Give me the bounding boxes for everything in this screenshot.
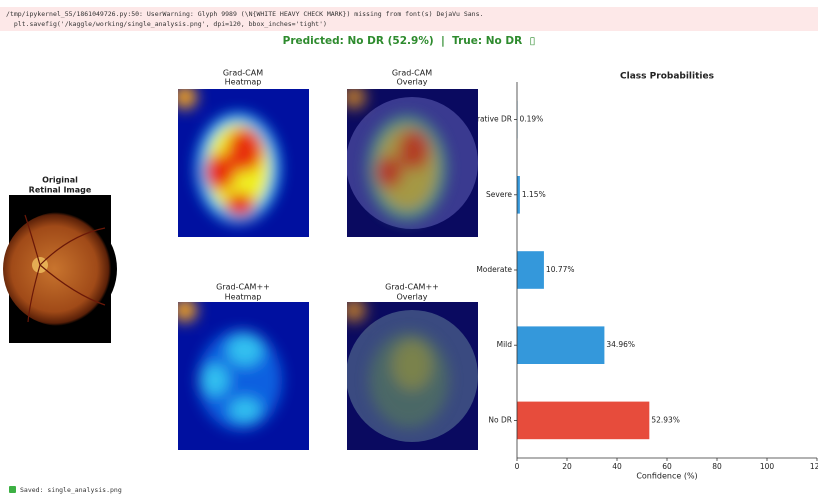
x-tick-label: 0 [515,462,520,471]
panel-title: Retinal Image [29,186,92,195]
panel-title: Overlay [396,78,427,87]
overlay [342,85,478,237]
y-tick-label: No DR [488,415,512,424]
x-tick-label: 40 [612,462,622,471]
bar [517,402,649,440]
x-tick-label: 100 [760,462,775,471]
panel-title: Grad-CAM++ [385,283,439,292]
overlay [342,298,478,450]
panel-title: Original [42,176,78,185]
bar [517,251,544,289]
bar [517,176,520,214]
x-axis-label: Confidence (%) [636,472,697,481]
notebook-output: /tmp/ipykernel_55/1861049726.py:50: User… [0,0,818,496]
y-tick-label: Moderate [476,265,512,274]
bar [517,326,604,364]
x-tick-label: 80 [712,462,722,471]
chart-title: Class Probabilities [620,72,714,82]
x-tick-label: 60 [662,462,672,471]
value-label: 0.19% [519,115,543,124]
panel-title: Grad-CAM [223,69,263,78]
value-label: 52.93% [651,415,680,424]
panel-title: Heatmap [225,78,262,87]
x-tick-label: 120 [810,462,818,471]
panel-title: Grad-CAM [392,69,432,78]
heatmap [173,298,309,450]
value-label: 1.15% [522,190,546,199]
y-tick-label: Severe [486,190,512,199]
check-icon [9,486,16,493]
warning-line: /tmp/ipykernel_55/1861049726.py:50: User… [6,10,483,18]
warning-line: plt.savefig('/kaggle/working/single_anal… [6,20,327,28]
panel-title: Overlay [396,293,427,302]
value-label: 34.96% [606,340,635,349]
y-tick-label: Mild [497,340,513,349]
bar-chart: Class Probabilities Confidence (%) 0 20 40 60… [454,72,818,481]
value-label: 10.77% [546,265,575,274]
retinal-image [3,195,117,343]
heatmap [173,85,309,237]
panel-title: Heatmap [225,293,262,302]
footer: Saved: single_analysis.png [20,486,122,494]
suptitle: Predicted: No DR (52.9%) | True: No DR ▯ [283,35,536,47]
x-tick-label: 20 [562,462,572,471]
panel-title: Grad-CAM++ [216,283,270,292]
